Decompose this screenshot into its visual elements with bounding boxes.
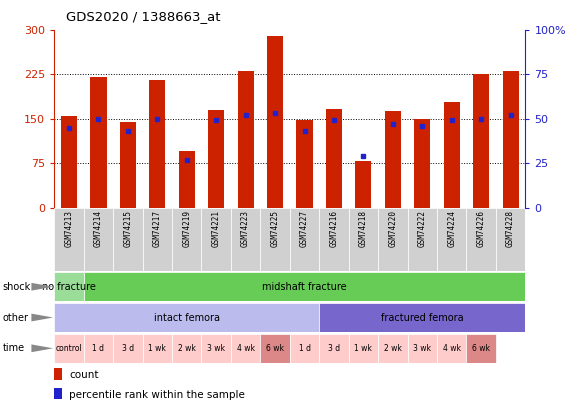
Text: 2 wk: 2 wk [178,344,196,353]
Text: midshaft fracture: midshaft fracture [262,282,347,292]
Text: GSM74223: GSM74223 [241,210,250,247]
Bar [444,102,460,208]
Text: GSM74216: GSM74216 [329,210,339,247]
Bar [260,208,289,271]
Text: 3 d: 3 d [328,344,340,353]
Text: 4 wk: 4 wk [236,344,255,353]
Bar [349,334,378,363]
Bar [202,334,231,363]
Text: GSM74219: GSM74219 [182,210,191,247]
Bar [179,151,195,208]
Polygon shape [31,313,53,322]
Text: other: other [3,313,29,322]
Bar [120,122,136,208]
Bar [326,109,342,208]
Text: 6 wk: 6 wk [266,344,284,353]
Bar [172,208,202,271]
Bar [143,208,172,271]
Bar [54,208,84,271]
Text: GSM74225: GSM74225 [271,210,280,247]
Text: fractured femora: fractured femora [381,313,464,322]
Bar [113,208,143,271]
Text: GSM74217: GSM74217 [153,210,162,247]
Bar [113,334,143,363]
Bar [238,71,254,208]
Text: GSM74221: GSM74221 [212,210,220,247]
Bar [408,208,437,271]
Bar [290,334,319,363]
Bar [143,334,172,363]
Bar [319,208,349,271]
Text: 1 d: 1 d [93,344,104,353]
Text: 6 wk: 6 wk [472,344,490,353]
Bar [260,334,289,363]
Bar [473,74,489,208]
Bar [267,36,283,208]
Text: GSM74226: GSM74226 [477,210,486,247]
Text: GSM74227: GSM74227 [300,210,309,247]
Bar [296,120,312,208]
Bar [502,71,518,208]
Bar [54,303,319,332]
Text: GSM74214: GSM74214 [94,210,103,247]
Bar [378,208,408,271]
Text: control: control [55,344,82,353]
Text: 1 d: 1 d [299,344,311,353]
Bar [290,208,319,271]
Text: GSM74222: GSM74222 [418,210,427,247]
Bar [54,388,62,399]
Bar [408,334,437,363]
Text: GDS2020 / 1388663_at: GDS2020 / 1388663_at [66,11,220,23]
Text: GSM74218: GSM74218 [359,210,368,247]
Bar [202,208,231,271]
Bar [467,208,496,271]
Text: 1 wk: 1 wk [355,344,372,353]
Bar [355,162,372,208]
Bar [84,208,113,271]
Text: 2 wk: 2 wk [384,344,402,353]
Text: 3 d: 3 d [122,344,134,353]
Bar [90,77,107,208]
Bar [496,208,525,271]
Text: GSM74215: GSM74215 [123,210,132,247]
Bar [414,119,431,208]
Text: 3 wk: 3 wk [413,344,431,353]
Bar [61,116,77,208]
Bar [54,369,62,380]
Bar [54,334,84,363]
Text: 3 wk: 3 wk [207,344,225,353]
Text: GSM74220: GSM74220 [388,210,397,247]
Bar [319,334,349,363]
Bar [149,80,166,208]
Bar [231,334,260,363]
Text: count: count [69,370,99,380]
Bar [378,334,408,363]
Bar [84,334,113,363]
Bar [467,334,496,363]
Bar [319,303,525,332]
Bar [437,334,467,363]
Polygon shape [31,283,53,291]
Text: GSM74213: GSM74213 [65,210,74,247]
Bar [54,272,84,301]
Text: GSM74228: GSM74228 [506,210,515,247]
Text: time: time [3,343,25,353]
Text: percentile rank within the sample: percentile rank within the sample [69,390,245,399]
Bar [172,334,202,363]
Text: GSM74224: GSM74224 [447,210,456,247]
Bar [349,208,378,271]
Text: shock: shock [3,282,31,292]
Text: no fracture: no fracture [42,282,96,292]
Text: 4 wk: 4 wk [443,344,461,353]
Text: 1 wk: 1 wk [148,344,166,353]
Bar [231,208,260,271]
Bar [208,110,224,208]
Bar [385,111,401,208]
Bar [437,208,467,271]
Polygon shape [31,344,53,352]
Text: intact femora: intact femora [154,313,220,322]
